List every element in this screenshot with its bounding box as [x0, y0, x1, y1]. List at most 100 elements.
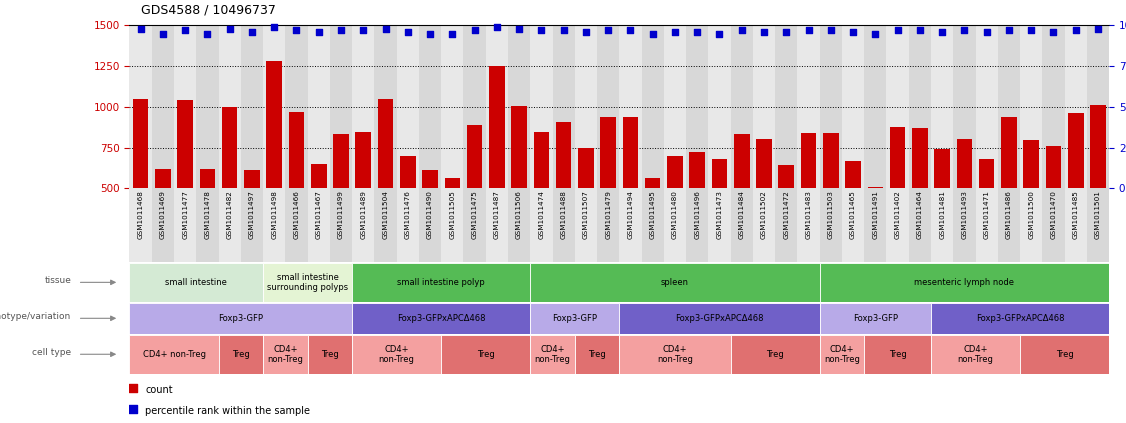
Bar [820, 335, 865, 374]
Bar [530, 188, 553, 262]
Bar [753, 25, 775, 188]
Text: spleen: spleen [661, 278, 689, 287]
Bar [574, 188, 597, 262]
Text: small intestine polyp: small intestine polyp [397, 278, 485, 287]
Point [955, 27, 973, 34]
Bar [1043, 25, 1064, 188]
Text: GSM1011482: GSM1011482 [226, 190, 233, 239]
Bar [778, 165, 794, 270]
Text: GSM1011493: GSM1011493 [962, 190, 967, 239]
Bar [775, 25, 797, 188]
Bar [957, 140, 972, 270]
Bar [530, 263, 820, 302]
Point [599, 27, 617, 34]
Bar [511, 106, 527, 270]
Point [444, 30, 462, 37]
Point [376, 25, 394, 32]
Bar [975, 25, 998, 188]
Text: GSM1011503: GSM1011503 [828, 190, 834, 239]
Bar [330, 25, 352, 188]
Bar [998, 188, 1020, 262]
Bar [530, 335, 574, 374]
Bar [553, 25, 574, 188]
Bar [508, 25, 530, 188]
Bar [556, 122, 571, 270]
Bar [1020, 25, 1043, 188]
Point [733, 27, 751, 34]
Bar [218, 335, 263, 374]
Bar [1043, 188, 1064, 262]
Text: Treg: Treg [1056, 350, 1073, 359]
Point [1000, 27, 1018, 34]
Bar [285, 25, 307, 188]
Text: GSM1011466: GSM1011466 [294, 190, 300, 239]
Bar [935, 149, 950, 270]
Bar [865, 335, 931, 374]
Point [310, 28, 328, 35]
Point [421, 30, 439, 37]
Point [665, 28, 683, 35]
Point [399, 28, 417, 35]
Text: GSM1011490: GSM1011490 [427, 190, 434, 239]
Bar [931, 25, 954, 188]
Bar [865, 188, 886, 262]
Text: GSM1011402: GSM1011402 [894, 190, 901, 239]
Point [243, 28, 261, 35]
Bar [129, 25, 152, 188]
Text: GSM1011485: GSM1011485 [1073, 190, 1079, 239]
Bar [619, 188, 642, 262]
Bar [708, 25, 731, 188]
Text: GSM1011480: GSM1011480 [672, 190, 678, 239]
Bar [820, 303, 931, 333]
Point [176, 27, 194, 34]
Point [1089, 25, 1107, 32]
Point [756, 28, 774, 35]
Point [154, 30, 172, 37]
Bar [152, 25, 175, 188]
Bar [307, 188, 330, 262]
Text: mesenteric lymph node: mesenteric lymph node [914, 278, 1015, 287]
Bar [155, 169, 171, 270]
Text: Treg: Treg [888, 350, 906, 359]
Text: Treg: Treg [476, 350, 494, 359]
Bar [1087, 188, 1109, 262]
Bar [263, 25, 285, 188]
Text: GSM1011494: GSM1011494 [627, 190, 634, 239]
Bar [578, 148, 593, 270]
Text: GSM1011491: GSM1011491 [873, 190, 878, 239]
Text: GSM1011501: GSM1011501 [1094, 190, 1101, 239]
Bar [1090, 105, 1106, 270]
Bar [731, 188, 753, 262]
Text: genotype/variation: genotype/variation [0, 312, 71, 321]
Bar [196, 25, 218, 188]
Bar [574, 335, 619, 374]
Text: cell type: cell type [33, 348, 71, 357]
Point [644, 30, 662, 37]
Bar [241, 25, 263, 188]
Bar [333, 135, 349, 270]
Text: GSM1011471: GSM1011471 [984, 190, 990, 239]
Bar [797, 25, 820, 188]
Text: CD4+
non-Treg: CD4+ non-Treg [535, 345, 571, 364]
Text: GSM1011496: GSM1011496 [695, 190, 700, 239]
Bar [285, 188, 307, 262]
Bar [464, 25, 485, 188]
Text: tissue: tissue [44, 276, 71, 285]
Text: GSM1011476: GSM1011476 [404, 190, 411, 239]
Bar [619, 25, 642, 188]
Bar [374, 188, 396, 262]
Bar [1020, 335, 1109, 374]
Point [977, 28, 995, 35]
Bar [508, 188, 530, 262]
Bar [400, 156, 415, 270]
Point [510, 25, 528, 32]
Bar [419, 25, 441, 188]
Bar [218, 188, 241, 262]
Bar [708, 188, 731, 262]
Bar [467, 125, 482, 270]
Bar [619, 303, 820, 333]
Bar [931, 188, 954, 262]
Text: GSM1011477: GSM1011477 [182, 190, 188, 239]
Text: count: count [145, 385, 173, 395]
Point [711, 30, 729, 37]
